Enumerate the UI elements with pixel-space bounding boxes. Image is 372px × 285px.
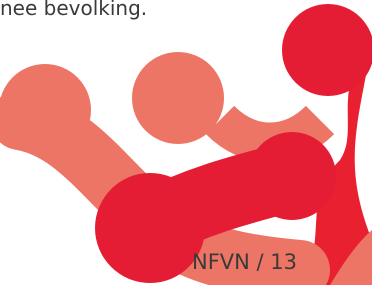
red-circle-top <box>282 4 372 96</box>
salmon-circle-left <box>0 64 91 156</box>
body-text: nee bevolking. <box>0 0 147 20</box>
red-circle-bottom <box>95 173 205 283</box>
red-circle-right <box>248 132 336 220</box>
decoration <box>0 0 372 285</box>
page-footer: NFVN / 13 <box>192 250 297 274</box>
page: nee bevolking. NFVN / 13 <box>0 0 372 285</box>
